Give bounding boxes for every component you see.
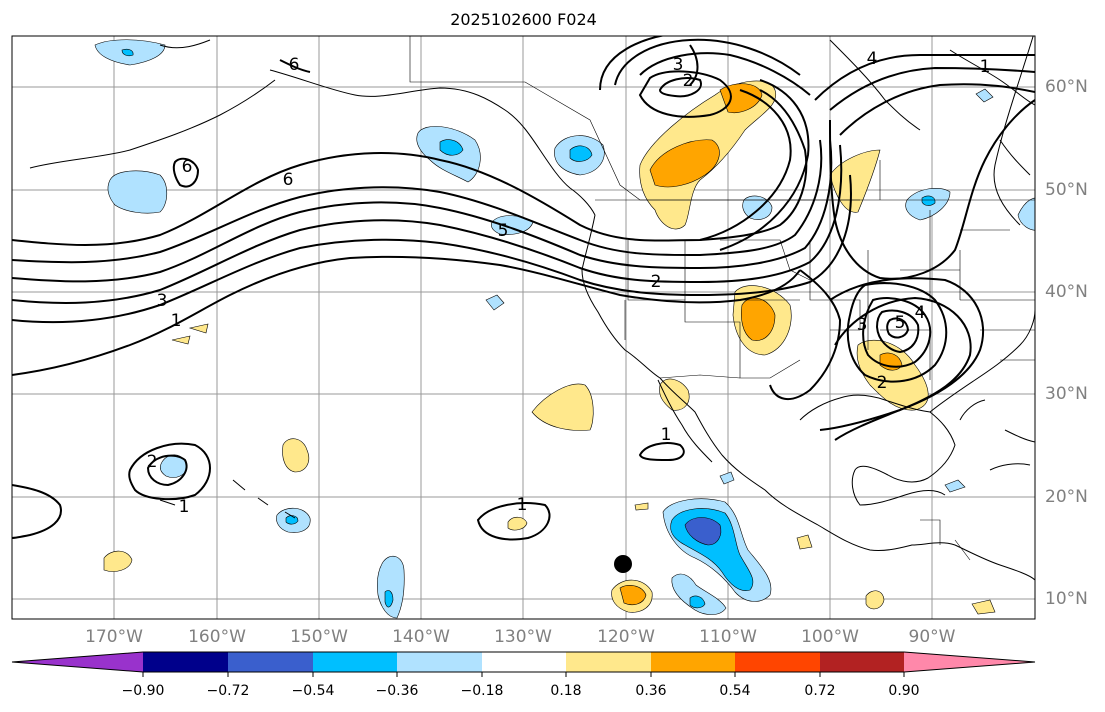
colorbar-segment [228, 652, 313, 672]
positive-area [865, 590, 885, 610]
negative-area [689, 595, 706, 609]
colorbar-tick-label: −0.36 [375, 683, 419, 699]
positive-area [634, 502, 649, 511]
negative-area [285, 515, 299, 525]
colorbar-tick-label: −0.54 [291, 683, 335, 699]
positive-area [649, 139, 720, 188]
negative-area [569, 145, 593, 162]
contour-label: 5 [895, 313, 906, 333]
contour-label: 1 [980, 57, 991, 77]
contour-label: 5 [498, 221, 509, 241]
colorbar-extend-high [904, 652, 1035, 672]
colorbar-segment [482, 652, 566, 672]
lon-label: 170°W [85, 627, 143, 647]
colorbar-tick-label: −0.72 [206, 683, 250, 699]
colorbar-tick-label: −0.18 [460, 683, 504, 699]
contour-lines [12, 36, 1035, 541]
colorbar-tick-label: 0.36 [635, 683, 667, 699]
lat-label: 20°N [1045, 487, 1088, 507]
lon-label: 100°W [801, 627, 859, 647]
map-title: 2025102600 F024 [450, 10, 597, 29]
contour-label: 3 [673, 55, 684, 75]
lon-label: 130°W [494, 627, 552, 647]
contour-label: 3 [157, 291, 168, 311]
shaded-areas [94, 39, 1035, 619]
colorbar-tick-label: 0.18 [550, 683, 582, 699]
lat-label: 10°N [1045, 589, 1088, 609]
negative-area [107, 170, 168, 214]
positive-area [507, 516, 528, 531]
contour-label: 2 [877, 373, 888, 393]
positive-area [856, 339, 929, 411]
colorbar-segment [143, 652, 228, 672]
lat-label: 60°N [1045, 77, 1088, 97]
colorbar-tick-label: 0.72 [804, 683, 836, 699]
positive-area [103, 550, 133, 572]
colorbar [11, 651, 1036, 677]
positive-area [741, 297, 776, 341]
negative-area [439, 139, 464, 156]
contour-label: 2 [683, 71, 694, 91]
lat-label: 40°N [1045, 282, 1088, 302]
contour-label: 6 [283, 170, 294, 190]
colorbar-tick-label: 0.90 [888, 683, 920, 699]
negative-area [944, 479, 966, 493]
lon-label: 160°W [188, 627, 246, 647]
lat-label: 50°N [1045, 180, 1088, 200]
contour-label: 1 [517, 495, 528, 515]
map-frame [11, 35, 1036, 620]
contour-label: 2 [147, 452, 158, 472]
negative-area [384, 590, 394, 608]
positive-area [971, 599, 996, 615]
lon-label: 150°W [290, 627, 348, 647]
positive-area [829, 149, 881, 213]
colorbar-segment [313, 652, 397, 672]
negative-area [121, 48, 134, 57]
contour-label: 2 [651, 272, 662, 292]
negative-area [975, 88, 994, 103]
colorbar-segment [820, 652, 904, 672]
contour-label: 1 [661, 425, 672, 445]
lon-label: 110°W [699, 627, 757, 647]
lat-label: 30°N [1045, 384, 1088, 404]
contour-label: 6 [182, 157, 193, 177]
positive-area [659, 378, 690, 411]
lon-label: 90°W [908, 627, 956, 647]
lon-label: 140°W [392, 627, 450, 647]
negative-area [742, 195, 773, 220]
positive-area [796, 534, 813, 550]
positive-area [171, 335, 191, 345]
negative-area [671, 573, 727, 615]
negative-area [1017, 197, 1035, 231]
contour-label: 6 [289, 55, 300, 75]
negative-area [684, 517, 722, 546]
negative-area [921, 195, 936, 206]
positive-area [531, 383, 594, 431]
contour-label: 3 [857, 315, 868, 335]
negative-area [376, 555, 405, 619]
colorbar-segment [735, 652, 820, 672]
positive-area [619, 585, 647, 606]
colorbar-segment [397, 652, 482, 672]
contour-label: 4 [867, 49, 878, 69]
gridlines [12, 36, 1035, 619]
colorbar-extend-low [12, 652, 143, 672]
colorbar-segment [566, 652, 651, 672]
contour-label-group: 6 6 6 5 3 1 2 4 1 3 2 5 4 3 2 2 1 1 1 [147, 49, 991, 517]
colorbar-segment [651, 652, 735, 672]
location-marker [614, 555, 632, 573]
lon-label: 120°W [597, 627, 655, 647]
coastlines [29, 36, 1035, 581]
negative-area [485, 294, 505, 311]
contour-label: 1 [179, 497, 190, 517]
positive-area [282, 438, 310, 473]
contour-label: 4 [915, 303, 926, 323]
contour-label: 1 [171, 311, 182, 331]
colorbar-tick-label: −0.90 [121, 683, 165, 699]
positive-area [188, 323, 209, 334]
colorbar-tick-label: 0.54 [719, 683, 751, 699]
negative-area [719, 471, 735, 485]
